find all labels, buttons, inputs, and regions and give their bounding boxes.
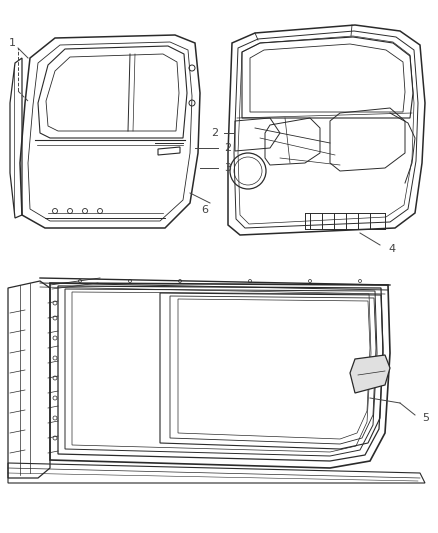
- Text: 6: 6: [201, 205, 208, 215]
- Text: 4: 4: [388, 244, 395, 254]
- Text: 5: 5: [422, 413, 429, 423]
- Polygon shape: [350, 355, 390, 393]
- Text: 3: 3: [224, 163, 231, 173]
- Text: 2: 2: [224, 143, 231, 153]
- Text: 1: 1: [8, 38, 15, 48]
- Text: 2: 2: [211, 128, 218, 138]
